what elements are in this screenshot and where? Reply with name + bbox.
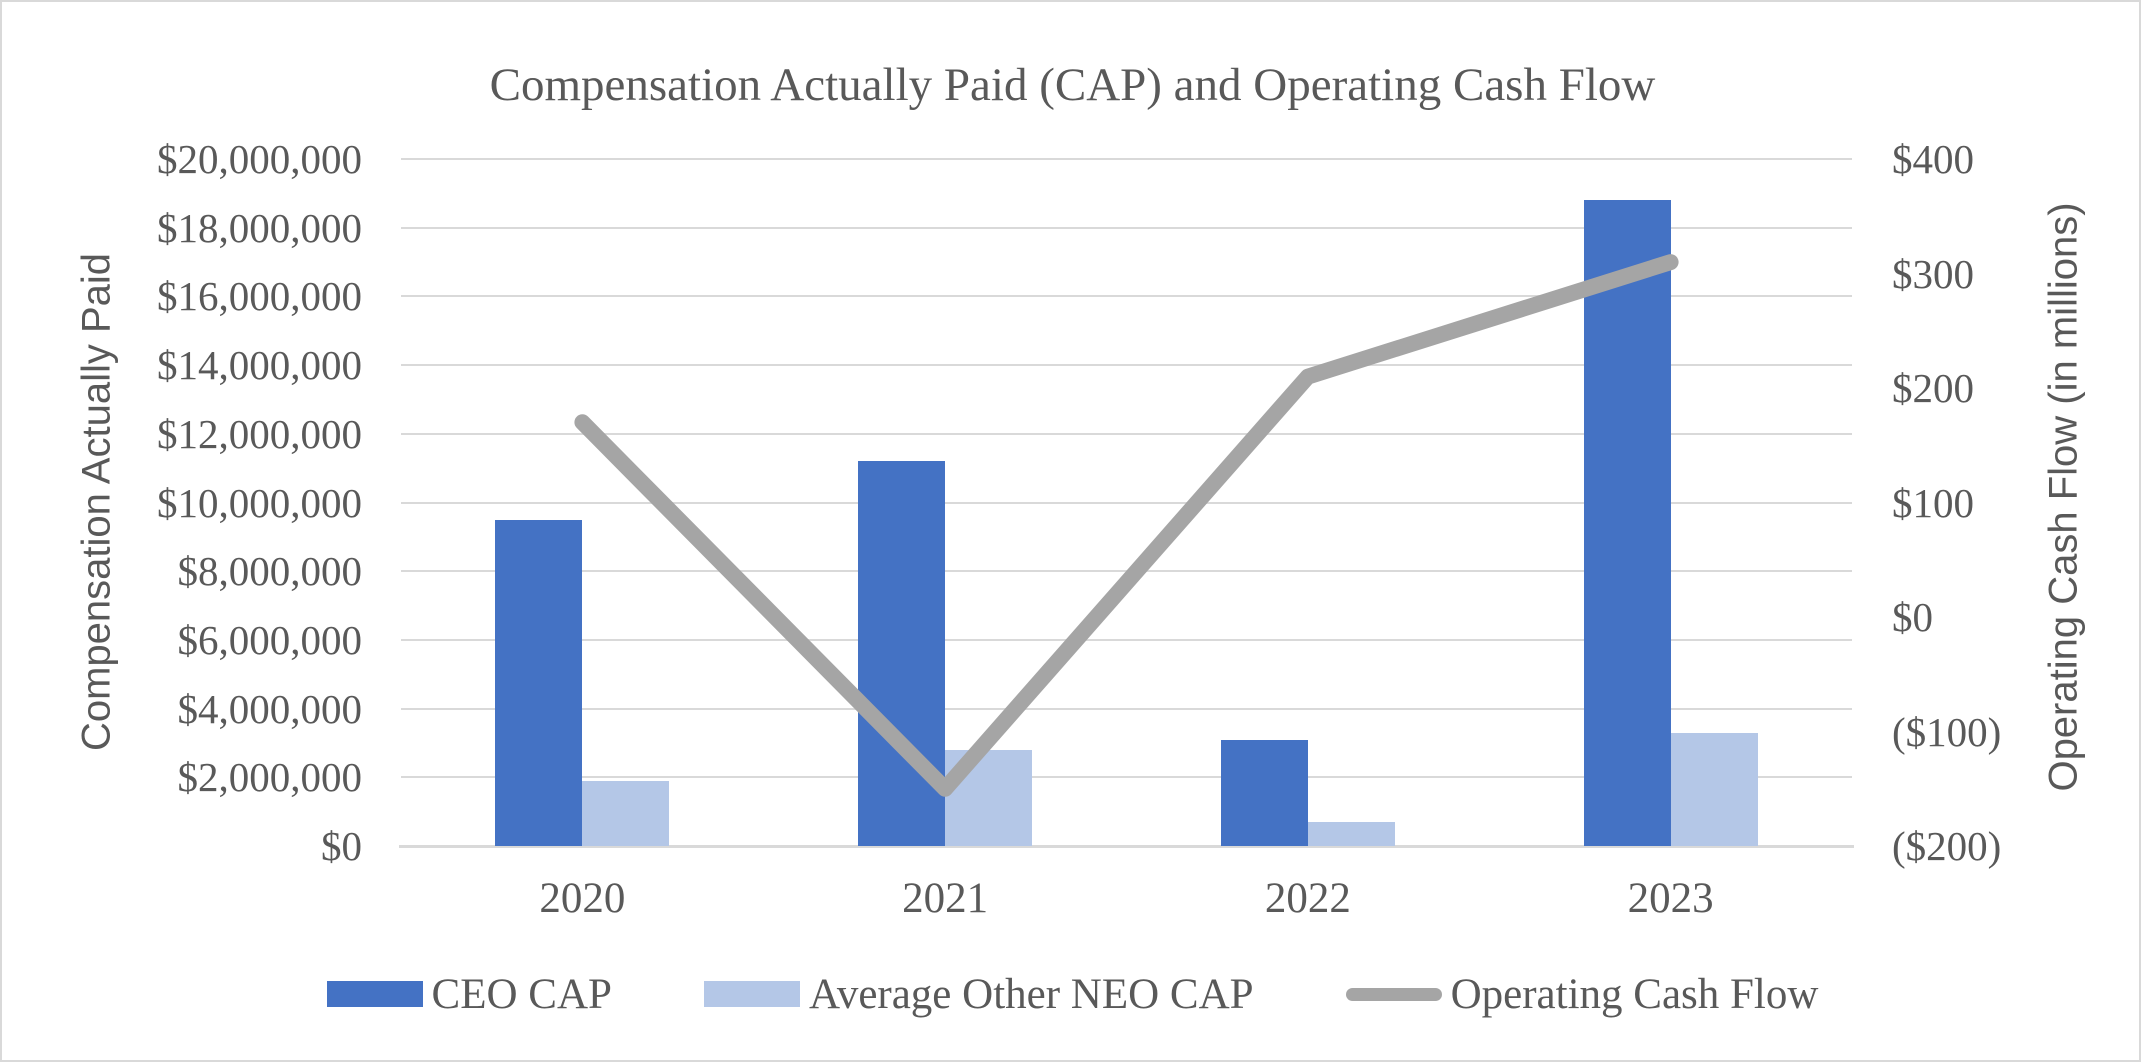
bar-avg-neo-cap-2023 bbox=[1670, 732, 1758, 846]
neo-cap-swatch bbox=[703, 981, 800, 1007]
chart-title: Compensation Actually Paid (CAP) and Ope… bbox=[489, 59, 1656, 111]
ceo-cap-swatch bbox=[326, 981, 423, 1007]
left-tick-label: $8,000,000 bbox=[177, 548, 363, 595]
right-tick-label: $0 bbox=[1892, 594, 1933, 640]
left-tick-label: $16,000,000 bbox=[157, 273, 362, 320]
legend: CEO CAP Average Other NEO CAP Operating … bbox=[2, 962, 2139, 1026]
right-tick-label: $200 bbox=[1892, 365, 1974, 411]
left-tick-label: $14,000,000 bbox=[157, 342, 362, 389]
bar-avg-neo-cap-2021 bbox=[945, 749, 1033, 846]
left-tick-label: $18,000,000 bbox=[157, 204, 362, 251]
operating-cash-flow-line bbox=[574, 254, 1679, 797]
x-axis-label-2022: 2022 bbox=[1264, 875, 1351, 922]
bar-ceo-cap-2021 bbox=[858, 461, 946, 846]
legend-item-ceo-cap: CEO CAP bbox=[326, 970, 612, 1019]
left-tick-label: $6,000,000 bbox=[177, 616, 363, 663]
right-tick-label: $100 bbox=[1892, 479, 1974, 526]
right-tick-label: $300 bbox=[1892, 250, 1974, 297]
left-tick-label: $10,000,000 bbox=[157, 479, 362, 526]
right-axis-title: Operating Cash Flow (in millions) bbox=[2041, 202, 2086, 792]
legend-item-operating-cash-flow: Operating Cash Flow bbox=[1345, 970, 1819, 1019]
bar-ceo-cap-2023 bbox=[1583, 200, 1671, 846]
legend-label-neo-cap: Average Other NEO CAP bbox=[808, 970, 1254, 1018]
bar-ceo-cap-2020 bbox=[495, 519, 583, 846]
left-tick-label: $4,000,000 bbox=[177, 685, 363, 732]
right-tick-label: ($200) bbox=[1892, 823, 2002, 869]
right-tick-label: ($100) bbox=[1892, 708, 2002, 755]
legend-label-operating-cash-flow: Operating Cash Flow bbox=[1450, 970, 1819, 1018]
left-tick-label: $2,000,000 bbox=[177, 754, 363, 801]
operating-cash-flow-swatch bbox=[1345, 987, 1442, 1001]
left-tick-label: $20,000,000 bbox=[157, 136, 362, 182]
bar-avg-neo-cap-2020 bbox=[582, 780, 670, 846]
bar-ceo-cap-2022 bbox=[1220, 739, 1308, 846]
left-tick-label: $12,000,000 bbox=[157, 410, 362, 457]
x-axis-label-2021: 2021 bbox=[902, 875, 989, 922]
x-axis-label-2020: 2020 bbox=[539, 875, 626, 922]
bar-avg-neo-cap-2022 bbox=[1307, 821, 1395, 846]
legend-item-neo-cap: Average Other NEO CAP bbox=[703, 970, 1254, 1019]
gridline bbox=[401, 158, 1852, 160]
gridline bbox=[401, 226, 1852, 229]
left-tick-label: $0 bbox=[321, 823, 362, 869]
x-axis-line bbox=[399, 845, 1854, 848]
legend-label-ceo-cap: CEO CAP bbox=[431, 970, 612, 1018]
x-axis-label-2023: 2023 bbox=[1627, 875, 1714, 922]
right-tick-label: $400 bbox=[1892, 136, 1974, 182]
